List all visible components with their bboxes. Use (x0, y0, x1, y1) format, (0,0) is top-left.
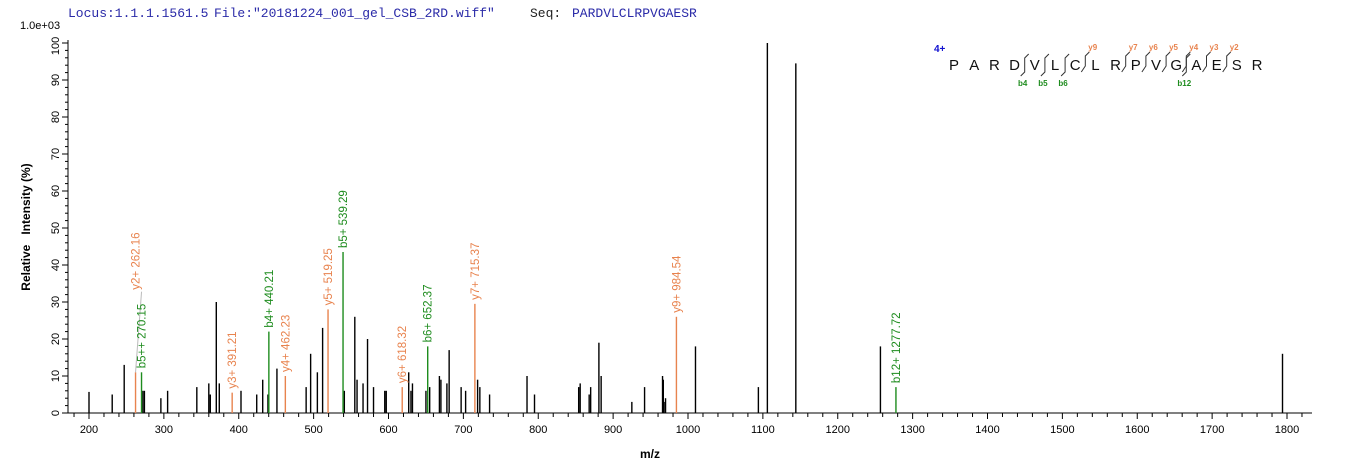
y-tick-label: 60 (50, 185, 62, 197)
residue: S (1232, 57, 1242, 74)
x-tick-label: 1600 (1125, 424, 1149, 436)
x-tick-label: 200 (80, 424, 98, 436)
label-leader-line (135, 291, 143, 373)
b-ion-label: b6+ 652.37 (423, 285, 435, 343)
y-ion-bracket (1161, 51, 1171, 73)
b-ion-label: b12+ 1277.72 (891, 312, 903, 383)
y-ion-marker: y2 (1230, 43, 1239, 52)
y-ion-label: y7+ 715.37 (470, 243, 482, 300)
b-ion-label: b5+ 539.29 (338, 190, 350, 248)
x-tick-label: 800 (529, 424, 547, 436)
y-ion-marker: y3 (1210, 43, 1219, 52)
x-tick-label: 600 (379, 424, 397, 436)
residue: D (1009, 57, 1020, 74)
peaks (88, 43, 1284, 413)
y-ion-marker: y5 (1169, 43, 1178, 52)
residue: R (1110, 57, 1121, 74)
b-ion-bracket (1020, 53, 1030, 77)
b-ion-marker: b5 (1038, 79, 1048, 88)
y-scale-label: 1.0e+03 (20, 20, 60, 32)
b-ion-marker: b12 (1177, 79, 1191, 88)
x-tick-label: 1700 (1200, 424, 1224, 436)
axes: 0 10 20 30 40 50 60 70 80 90 100 200 300 400 500 600 700… (50, 37, 1312, 436)
residue: P (949, 57, 959, 74)
x-tick-label: 1000 (676, 424, 700, 436)
y-axis-label: Relative Intensity (%) (19, 163, 33, 290)
x-tick-label: 1500 (1050, 424, 1074, 436)
seq-text: PARDVLCLRPVGAESR (572, 6, 697, 21)
y-ion-label: y5+ 519.25 (323, 248, 335, 305)
b-ion-bracket (1060, 53, 1070, 77)
y-tick-label: 70 (50, 148, 62, 160)
x-axis-label: m/z (640, 447, 660, 461)
y-tick-label: 40 (50, 259, 62, 271)
y-ion-bracket (1141, 51, 1151, 73)
matched-peaks: y2+ 262.16 b5++ 270.15 y3+ 391.21 b4+ 440.2… (131, 190, 903, 413)
y-tick-label: 0 (50, 410, 62, 416)
residue: R (989, 57, 1000, 74)
residue: A (1191, 57, 1201, 74)
y-ion-marker: y7 (1129, 43, 1138, 52)
x-tick-label: 1100 (751, 424, 775, 436)
y-ion-bracket (1080, 51, 1090, 73)
residue: P (1131, 57, 1141, 74)
x-tick-label: 400 (230, 424, 248, 436)
residue: R (1252, 57, 1263, 74)
x-tick-label: 300 (155, 424, 173, 436)
y-ion-label: y4+ 462.23 (280, 315, 292, 372)
y-ion-label: y6+ 618.32 (397, 326, 409, 383)
residue: E (1212, 57, 1222, 74)
residue: C (1070, 57, 1081, 74)
residue: V (1151, 57, 1161, 74)
x-tick-label: 900 (604, 424, 622, 436)
b-ion-bracket (1181, 53, 1191, 77)
x-tick-label: 1800 (1275, 424, 1299, 436)
residue: G (1170, 57, 1182, 74)
y-tick-label: 30 (50, 296, 62, 308)
residue: A (969, 57, 979, 74)
y-tick-label: 100 (50, 37, 62, 55)
y-ion-bracket (1222, 51, 1232, 73)
residue: L (1091, 57, 1099, 74)
y-tick-label: 10 (50, 370, 62, 382)
y-tick-label: 50 (50, 222, 62, 234)
residue: L (1051, 57, 1059, 74)
residue: V (1030, 57, 1040, 74)
y-ion-marker: y4 (1189, 43, 1198, 52)
x-tick-label: 1300 (900, 424, 924, 436)
y-ion-label: y9+ 984.54 (671, 255, 683, 313)
b-ion-label: b4+ 440.21 (264, 270, 276, 328)
y-ion-bracket (1121, 51, 1131, 73)
y-ion-bracket (1202, 51, 1211, 73)
x-tick-label: 1400 (975, 424, 999, 436)
y-tick-label: 80 (50, 111, 62, 123)
seq-label: Seq: (530, 6, 561, 21)
b-ion-bracket (1040, 53, 1050, 77)
b-ion-marker: b6 (1058, 79, 1068, 88)
x-tick-label: 1200 (826, 424, 850, 436)
y-tick-label: 90 (50, 74, 62, 86)
locus-text: Locus:1.1.1.1561.5 (68, 6, 208, 21)
x-tick-label: 500 (304, 424, 322, 436)
y-ion-label: y2+ 262.16 (131, 232, 143, 289)
x-tick-label: 700 (454, 424, 472, 436)
charge-state: 4+ (934, 44, 946, 55)
b-ion-marker: b4 (1018, 79, 1028, 88)
y-ion-marker: y9 (1088, 43, 1097, 52)
y-ion-marker: y6 (1149, 43, 1158, 52)
b-ion-label: b5++ 270.15 (137, 304, 149, 369)
file-text: File:"20181224_001_gel_CSB_2RD.wiff" (214, 6, 495, 21)
y-ion-label: y3+ 391.21 (227, 331, 239, 388)
y-tick-label: 20 (50, 333, 62, 345)
